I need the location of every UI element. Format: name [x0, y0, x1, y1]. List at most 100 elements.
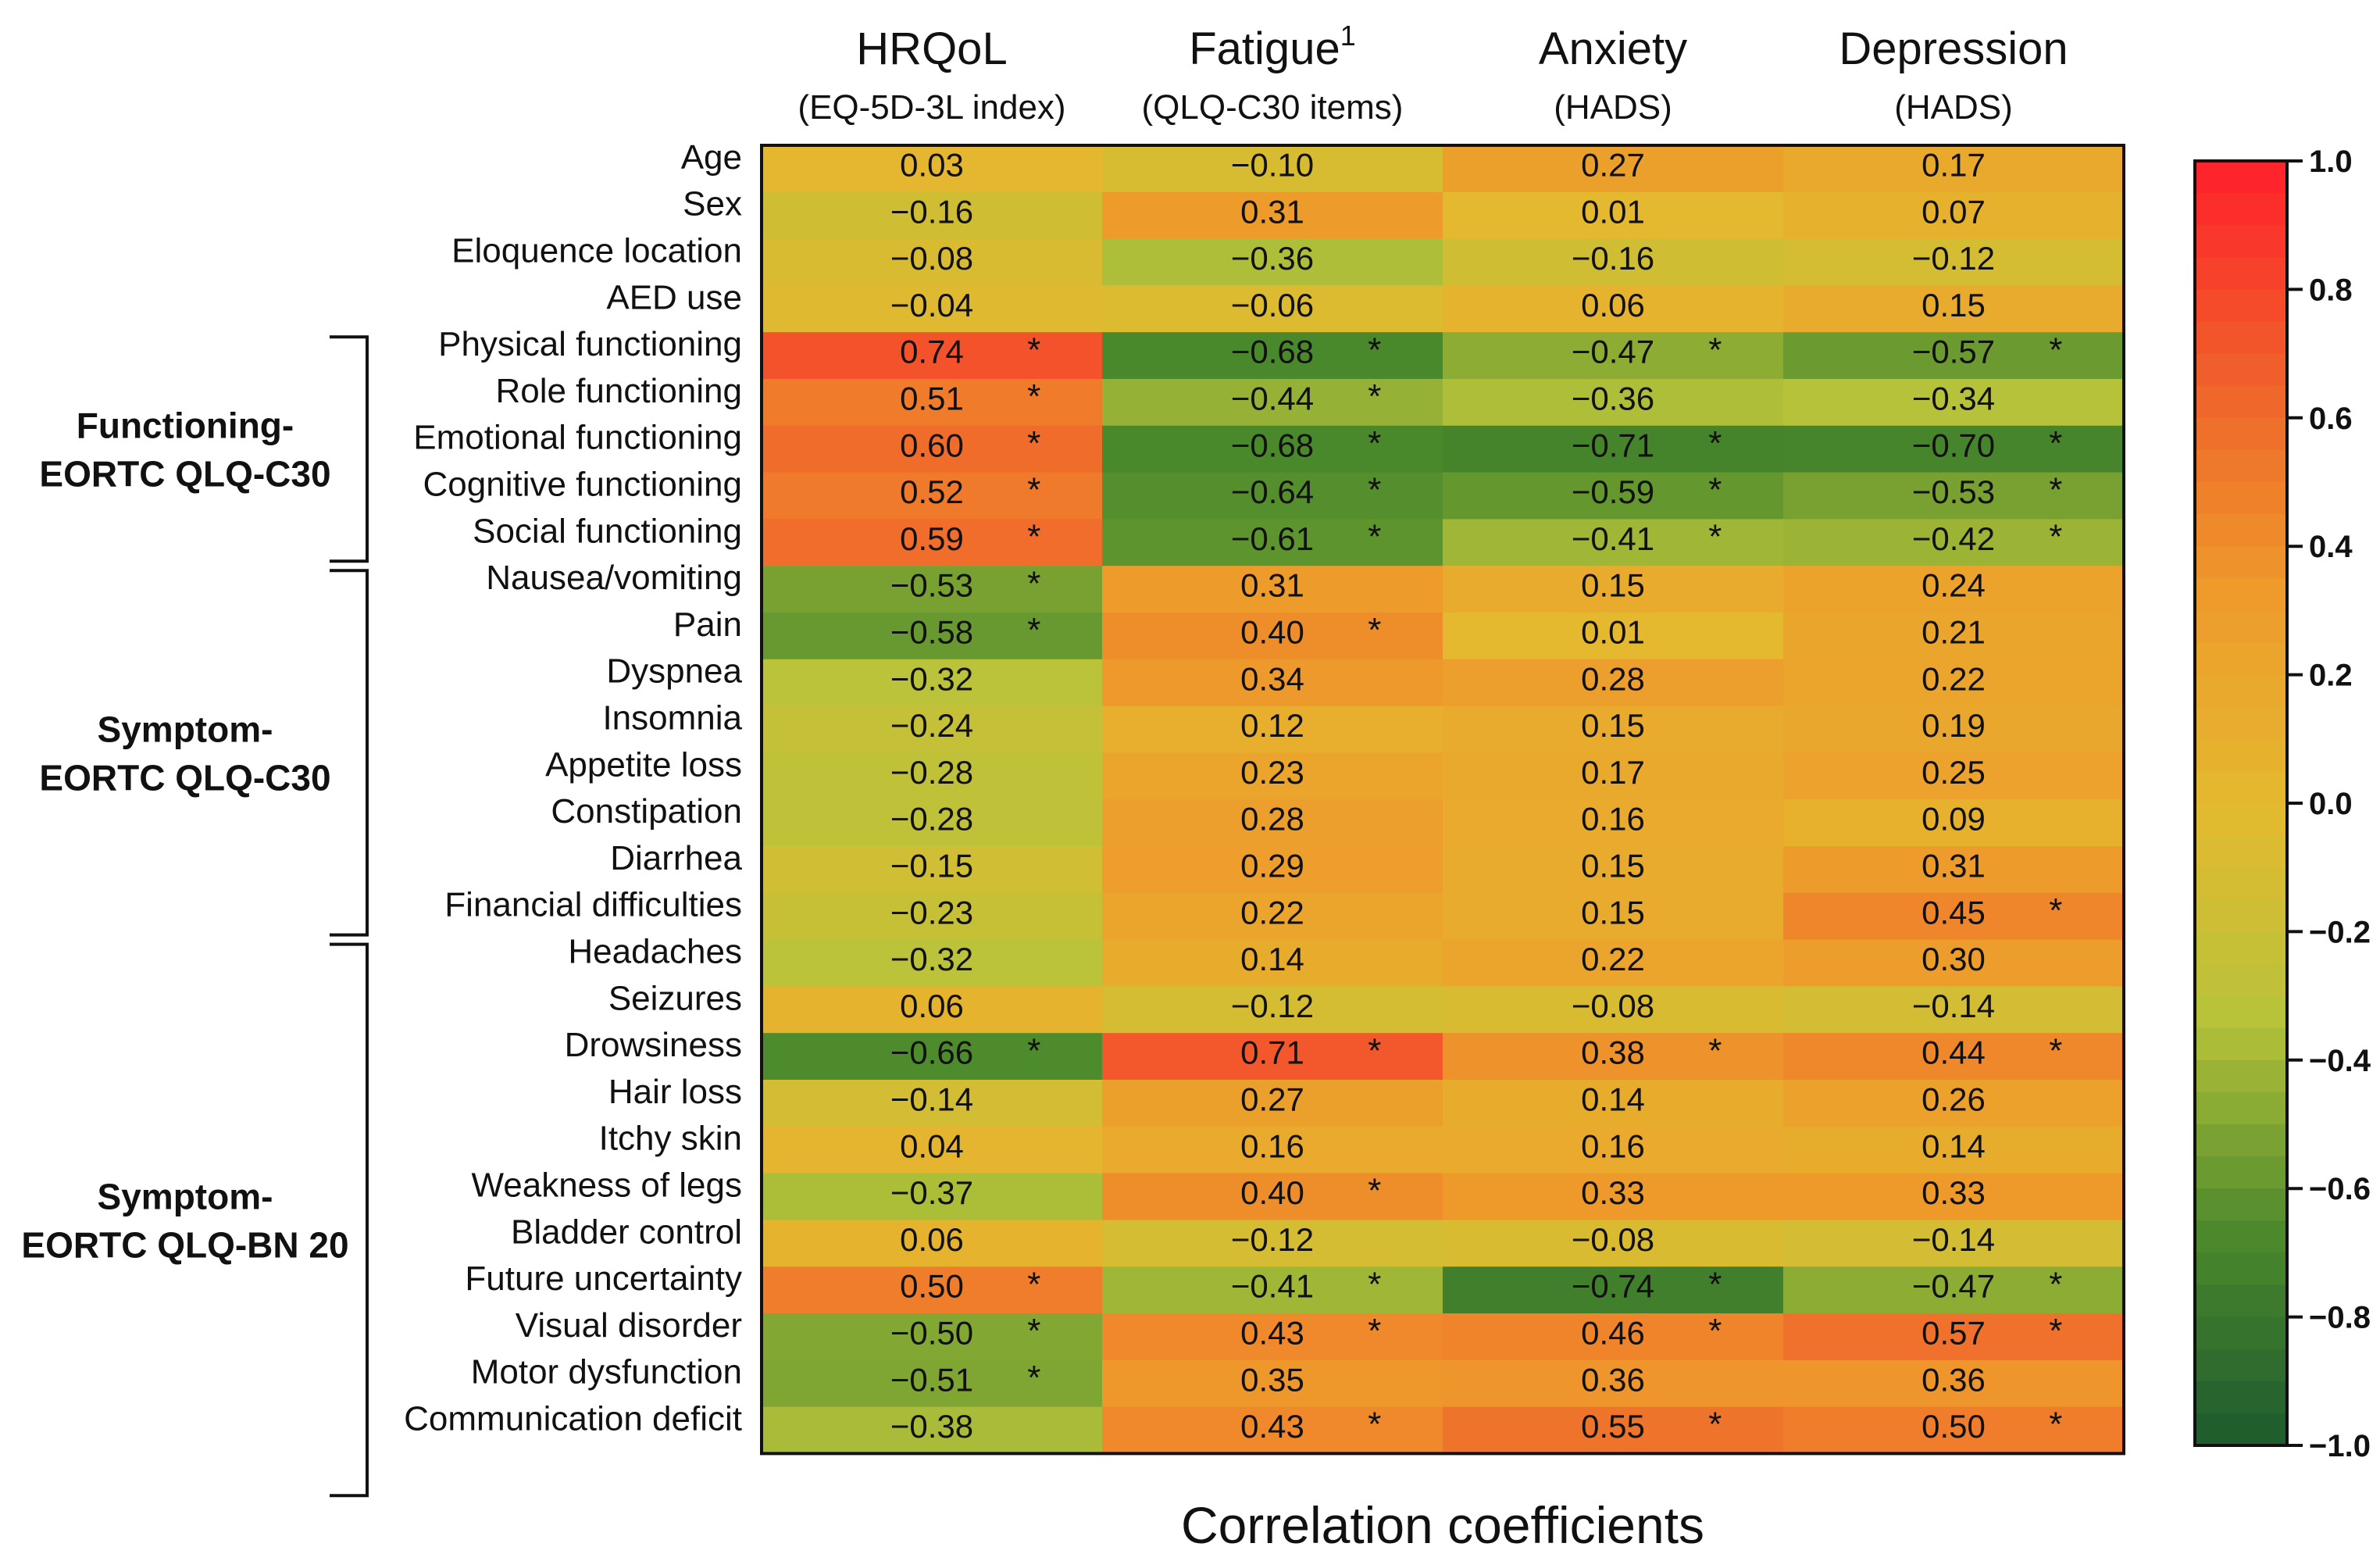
cell-value: −0.24 — [890, 707, 973, 744]
heatmap-cell — [1443, 285, 1784, 333]
cell-value: −0.14 — [1912, 1221, 1995, 1258]
row-label: Communication deficit — [404, 1400, 742, 1438]
significance-star: * — [1027, 330, 1040, 369]
cell-value: −0.47 — [1572, 334, 1654, 370]
cell-value: −0.66 — [890, 1034, 973, 1071]
significance-star: * — [1708, 330, 1722, 369]
heatmap-cell — [1783, 1406, 2125, 1454]
heatmap-cell — [1783, 519, 2125, 566]
heatmap-cell — [762, 1126, 1103, 1174]
cell-value: −0.06 — [1231, 287, 1314, 323]
colorbar-tick-label: 0.0 — [2309, 787, 2353, 821]
heatmap-cell — [762, 1220, 1103, 1267]
heatmap-cell — [1443, 939, 1784, 987]
significance-star: * — [1027, 517, 1040, 556]
cell-value: −0.34 — [1912, 380, 1995, 416]
colorbar-tick-label: −0.2 — [2309, 915, 2371, 949]
cell-value: 0.38 — [1581, 1034, 1645, 1071]
colorbar-band — [2195, 803, 2287, 836]
cell-value: 0.31 — [1921, 847, 1986, 884]
heatmap-cell — [1102, 238, 1443, 286]
heatmap-cell — [1102, 1080, 1443, 1127]
cell-value: −0.32 — [890, 660, 973, 697]
heatmap-cell — [1102, 1406, 1443, 1454]
colorbar-band — [2195, 385, 2287, 419]
heatmap-cell — [1783, 706, 2125, 753]
heatmap-cell — [1443, 1080, 1784, 1127]
row-label: Social functioning — [473, 512, 742, 550]
colorbar-band — [2195, 546, 2287, 580]
cell-value: −0.51 — [890, 1361, 973, 1398]
group-bracket — [330, 335, 369, 563]
colorbar-band — [2195, 1413, 2287, 1446]
row-label: Financial difficulties — [444, 886, 742, 924]
heatmap-cell — [1102, 892, 1443, 941]
heatmap-cell — [1102, 986, 1443, 1034]
column-title: Depression — [1839, 23, 2068, 74]
heatmap-cell — [1783, 332, 2125, 380]
cell-value: −0.16 — [1572, 240, 1654, 277]
heatmap-cell — [762, 285, 1103, 333]
heatmap-cell — [1783, 1033, 2125, 1081]
significance-star: * — [1708, 517, 1722, 556]
x-axis-label: Correlation coefficients — [1181, 1496, 1704, 1554]
cell-value: 0.04 — [900, 1127, 964, 1164]
cell-value: 0.34 — [1240, 660, 1304, 697]
significance-star: * — [1708, 1406, 1722, 1444]
cell-value: 0.29 — [1240, 847, 1304, 884]
cell-value: 0.55 — [1581, 1408, 1645, 1445]
colorbar-band — [2195, 353, 2287, 387]
cell-value: 0.15 — [1581, 707, 1645, 744]
heatmap-cell — [1102, 1313, 1443, 1361]
significance-star: * — [1368, 1312, 1381, 1350]
heatmap-cell — [762, 472, 1103, 520]
colorbar-band — [2195, 706, 2287, 740]
cell-value: −0.28 — [890, 801, 973, 838]
heatmap-cell — [1443, 472, 1784, 520]
heatmap-cell — [1102, 379, 1443, 427]
cell-value: −0.59 — [1572, 473, 1654, 510]
significance-star: * — [1368, 611, 1381, 649]
cell-value: 0.14 — [1581, 1081, 1645, 1117]
cell-value: 0.28 — [1240, 801, 1304, 838]
colorbar-tick-label: 0.8 — [2309, 273, 2353, 307]
cell-value: 0.45 — [1921, 894, 1986, 931]
colorbar-band — [2195, 610, 2287, 644]
cell-value: 0.15 — [1921, 287, 1986, 323]
heatmap-cell — [1102, 1220, 1443, 1267]
colorbar-band — [2195, 674, 2287, 708]
colorbar-band — [2195, 867, 2287, 901]
colorbar-tick-label: −1.0 — [2309, 1429, 2371, 1463]
significance-star: * — [1027, 377, 1040, 416]
colorbar-band — [2195, 1316, 2287, 1350]
cell-value: −0.53 — [1912, 473, 1995, 510]
heatmap-cell — [1443, 238, 1784, 286]
heatmap-cell — [1443, 1173, 1784, 1220]
heatmap-frame — [760, 144, 2125, 1456]
significance-star: * — [1368, 471, 1381, 509]
heatmap-cell — [762, 379, 1103, 427]
cell-value: 0.30 — [1921, 941, 1986, 977]
significance-star: * — [1027, 1031, 1040, 1070]
cell-value: −0.23 — [890, 894, 973, 931]
significance-star: * — [1027, 1359, 1040, 1397]
cell-value: 0.59 — [900, 520, 964, 557]
colorbar-tick-label: 0.4 — [2309, 530, 2353, 564]
heatmap-cell — [1783, 1173, 2125, 1220]
heatmap-cell — [1783, 1126, 2125, 1174]
cell-value: −0.14 — [890, 1081, 973, 1117]
significance-star: * — [1708, 1265, 1722, 1303]
heatmap-cell — [1102, 846, 1443, 894]
heatmap-cell — [762, 1406, 1103, 1454]
heatmap-cell — [762, 191, 1103, 240]
significance-star: * — [2049, 1312, 2062, 1350]
cell-value: −0.68 — [1231, 427, 1314, 463]
heatmap-cell — [1443, 1266, 1784, 1314]
colorbar-band — [2195, 931, 2287, 965]
colorbar-tick-label: −0.4 — [2309, 1044, 2371, 1078]
heatmap-cell — [1102, 706, 1443, 753]
colorbar-band — [2195, 835, 2287, 868]
cell-value: 0.06 — [900, 988, 964, 1024]
cell-value: 0.36 — [1921, 1361, 1986, 1398]
significance-star: * — [2049, 1031, 2062, 1070]
